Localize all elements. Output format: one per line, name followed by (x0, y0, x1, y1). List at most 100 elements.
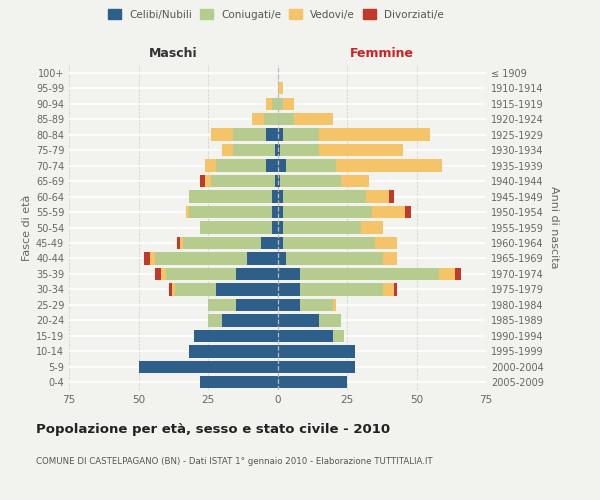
Bar (283, 190, 367, 202)
Bar (155, 268, 161, 280)
Bar (186, 206, 188, 218)
Y-axis label: Anni di nascita: Anni di nascita (549, 186, 559, 269)
Bar (169, 283, 172, 296)
Text: Maschi: Maschi (149, 47, 197, 60)
Bar (180, 237, 183, 249)
Bar (406, 206, 411, 218)
Bar (294, 113, 333, 126)
Bar (341, 175, 369, 188)
Bar (236, 298, 277, 311)
Bar (277, 237, 283, 249)
Bar (277, 330, 333, 342)
Bar (200, 376, 277, 388)
Bar (280, 175, 341, 188)
Bar (277, 376, 347, 388)
Bar (277, 144, 280, 156)
Bar (144, 252, 149, 264)
Bar (375, 237, 397, 249)
Bar (283, 237, 375, 249)
Bar (194, 330, 277, 342)
Bar (149, 252, 155, 264)
Bar (188, 345, 277, 358)
Bar (277, 283, 300, 296)
Bar (277, 128, 283, 141)
Bar (300, 298, 333, 311)
Text: COMUNE DI CASTELPAGANO (BN) - Dati ISTAT 1° gennaio 2010 - Elaborazione TUTTITAL: COMUNE DI CASTELPAGANO (BN) - Dati ISTAT… (36, 458, 433, 466)
Bar (275, 144, 277, 156)
Legend: Celibi/Nubili, Coniugati/e, Vedovi/e, Divorziati/e: Celibi/Nubili, Coniugati/e, Vedovi/e, Di… (104, 5, 448, 24)
Bar (175, 283, 217, 296)
Bar (333, 330, 344, 342)
Bar (222, 314, 277, 326)
Bar (394, 283, 397, 296)
Bar (155, 252, 247, 264)
Bar (266, 160, 277, 172)
Bar (367, 190, 389, 202)
Bar (233, 128, 266, 141)
Bar (208, 298, 236, 311)
Bar (277, 268, 300, 280)
Bar (217, 283, 277, 296)
Bar (300, 283, 383, 296)
Bar (277, 252, 286, 264)
Bar (233, 144, 275, 156)
Bar (205, 175, 211, 188)
Bar (280, 144, 319, 156)
Bar (333, 298, 336, 311)
Bar (277, 190, 283, 202)
Bar (389, 190, 394, 202)
Bar (372, 206, 406, 218)
Bar (286, 160, 336, 172)
Bar (272, 222, 277, 234)
Bar (188, 190, 272, 202)
Bar (277, 314, 319, 326)
Text: Femmine: Femmine (350, 47, 414, 60)
Bar (266, 128, 277, 141)
Bar (336, 160, 442, 172)
Bar (166, 268, 236, 280)
Bar (283, 98, 294, 110)
Bar (247, 252, 277, 264)
Bar (266, 98, 272, 110)
Bar (200, 222, 272, 234)
Bar (172, 283, 175, 296)
Bar (211, 175, 275, 188)
Bar (277, 298, 300, 311)
Bar (217, 160, 266, 172)
Bar (319, 144, 403, 156)
Bar (161, 268, 166, 280)
Bar (183, 237, 261, 249)
Bar (208, 314, 222, 326)
Bar (283, 128, 319, 141)
Y-axis label: Fasce di età: Fasce di età (22, 194, 32, 260)
Bar (277, 175, 280, 188)
Bar (272, 190, 277, 202)
Bar (319, 128, 430, 141)
Bar (277, 160, 286, 172)
Bar (277, 360, 355, 373)
Bar (286, 252, 383, 264)
Bar (211, 128, 233, 141)
Bar (277, 222, 283, 234)
Bar (236, 268, 277, 280)
Bar (188, 206, 272, 218)
Bar (283, 206, 372, 218)
Bar (277, 113, 294, 126)
Bar (275, 175, 277, 188)
Bar (263, 113, 277, 126)
Bar (439, 268, 455, 280)
Bar (383, 252, 397, 264)
Bar (139, 360, 277, 373)
Bar (383, 283, 394, 296)
Bar (261, 237, 277, 249)
Bar (319, 314, 341, 326)
Bar (283, 222, 361, 234)
Bar (361, 222, 383, 234)
Bar (200, 175, 205, 188)
Bar (277, 345, 355, 358)
Bar (300, 268, 439, 280)
Bar (272, 206, 277, 218)
Bar (455, 268, 461, 280)
Bar (222, 144, 233, 156)
Bar (205, 160, 217, 172)
